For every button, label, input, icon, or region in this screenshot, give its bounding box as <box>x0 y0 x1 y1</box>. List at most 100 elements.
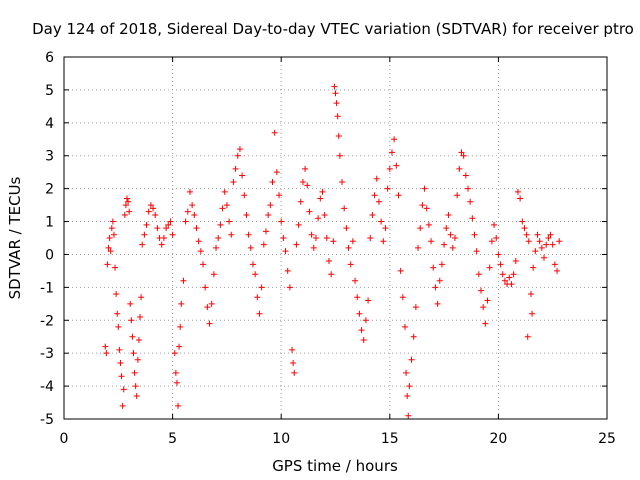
data-point <box>310 244 317 251</box>
data-point <box>365 297 372 304</box>
y-axis-label: SDTVAR / TECUs <box>6 176 24 299</box>
data-point <box>158 241 165 248</box>
data-point <box>380 238 387 245</box>
x-tick-label: 15 <box>381 431 399 447</box>
data-point <box>109 218 116 225</box>
data-point <box>210 271 217 278</box>
data-point <box>543 241 550 248</box>
data-point <box>460 152 467 159</box>
data-point <box>197 248 204 255</box>
data-point <box>375 198 382 205</box>
data-point <box>393 162 400 169</box>
data-point <box>247 244 254 251</box>
data-point <box>419 202 426 209</box>
data-point <box>330 238 337 245</box>
data-point <box>464 185 471 192</box>
data-point <box>102 343 109 350</box>
data-point <box>471 231 478 238</box>
data-point <box>517 195 524 202</box>
data-point <box>525 238 532 245</box>
data-point <box>391 136 398 143</box>
data-point <box>347 261 354 268</box>
data-point <box>332 90 339 97</box>
data-point <box>493 235 500 241</box>
data-point <box>423 205 430 212</box>
data-point <box>382 225 389 232</box>
data-point <box>358 327 365 334</box>
data-point <box>236 146 243 153</box>
data-point <box>341 205 348 212</box>
data-point <box>495 251 502 258</box>
data-point <box>403 369 410 376</box>
data-point <box>334 113 341 120</box>
data-point <box>430 264 437 271</box>
data-point <box>204 304 211 311</box>
data-point <box>160 235 167 241</box>
data-point <box>333 100 340 107</box>
y-tick-label: 5 <box>45 83 54 99</box>
data-point <box>317 195 324 202</box>
data-point <box>475 271 482 278</box>
data-point <box>172 369 179 376</box>
data-point <box>239 172 246 179</box>
data-point <box>230 179 237 186</box>
data-point <box>462 172 469 179</box>
data-point <box>265 211 272 218</box>
data-point <box>306 208 313 215</box>
data-point <box>527 290 534 297</box>
data-point <box>352 277 359 284</box>
data-point <box>262 228 269 235</box>
data-point <box>458 149 465 156</box>
data-point <box>131 369 138 376</box>
data-point <box>445 211 452 218</box>
data-point <box>410 333 417 340</box>
data-point <box>443 225 450 232</box>
data-point <box>405 412 412 419</box>
data-point <box>467 198 474 205</box>
data-point <box>417 225 424 232</box>
data-point <box>115 323 122 330</box>
data-point <box>349 238 356 245</box>
x-tick-label: 10 <box>272 431 290 447</box>
data-point <box>175 402 182 409</box>
data-point <box>289 346 296 353</box>
data-point <box>116 346 123 353</box>
data-point <box>373 175 380 182</box>
x-axis-label: GPS time / hours <box>272 457 398 475</box>
data-point <box>501 277 508 284</box>
data-point <box>167 218 174 225</box>
data-point <box>499 271 506 278</box>
data-point <box>178 300 185 307</box>
data-point <box>397 267 404 274</box>
data-point <box>267 202 274 209</box>
y-tick-label: -2 <box>40 313 54 329</box>
data-point <box>226 218 233 225</box>
data-point <box>319 188 326 195</box>
data-point <box>278 218 285 225</box>
x-axis-ticks: 0 5 10 15 20 25 <box>60 57 616 447</box>
data-point <box>545 235 552 241</box>
y-axis-ticks: -5 -4 -3 -2 -1 0 1 2 3 4 5 6 <box>40 50 607 428</box>
data-point <box>331 83 338 90</box>
data-point <box>369 211 376 218</box>
data-point <box>378 218 385 225</box>
data-point <box>456 165 463 172</box>
data-point <box>177 323 184 330</box>
data-point <box>402 323 409 330</box>
data-point <box>290 360 297 367</box>
data-point <box>120 386 127 393</box>
data-point <box>523 231 530 238</box>
data-point <box>276 192 283 199</box>
data-point <box>169 231 176 238</box>
data-point <box>103 350 110 357</box>
data-point <box>123 195 130 202</box>
data-point <box>345 244 352 251</box>
data-point <box>524 333 531 340</box>
data-point <box>184 208 191 215</box>
data-point <box>354 294 361 301</box>
data-point <box>512 258 519 265</box>
data-point <box>191 211 198 218</box>
data-point <box>488 238 495 245</box>
data-point <box>112 264 119 271</box>
